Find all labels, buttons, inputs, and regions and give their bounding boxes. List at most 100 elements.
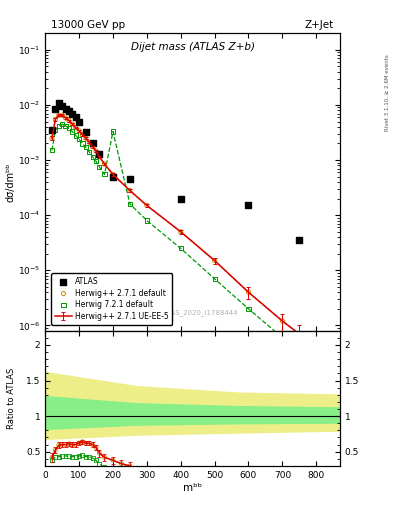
ATLAS xyxy=(69,110,75,118)
Herwig 7.2.1 default xyxy=(86,148,92,156)
Herwig 7.2.1 default xyxy=(144,217,150,225)
Herwig++ 2.7.1 default xyxy=(279,317,285,325)
ATLAS xyxy=(62,105,69,113)
Herwig 7.2.1 default xyxy=(52,126,59,134)
Point xyxy=(93,443,99,452)
Herwig 7.2.1 default xyxy=(279,333,285,342)
Herwig++ 2.7.1 default xyxy=(127,186,133,195)
Point xyxy=(52,453,59,461)
Point xyxy=(49,453,55,461)
Point xyxy=(55,453,62,461)
Herwig++ 2.7.1 default xyxy=(93,147,99,155)
Herwig 7.2.1 default xyxy=(62,122,69,130)
Herwig 7.2.1 default xyxy=(59,120,65,128)
Point xyxy=(110,466,116,474)
Herwig++ 2.7.1 default xyxy=(211,257,218,265)
Herwig++ 2.7.1 default xyxy=(69,120,75,128)
Text: Z+Jet: Z+Jet xyxy=(305,20,334,30)
Point xyxy=(127,471,133,479)
Herwig 7.2.1 default xyxy=(66,124,72,132)
Point xyxy=(93,456,99,464)
Point xyxy=(90,454,96,462)
ATLAS xyxy=(66,107,72,115)
Herwig++ 2.7.1 default xyxy=(90,142,96,151)
Text: Rivet 3.1.10, ≥ 2.6M events: Rivet 3.1.10, ≥ 2.6M events xyxy=(385,54,389,131)
Herwig++ 2.7.1 default xyxy=(55,111,62,119)
Herwig 7.2.1 default xyxy=(245,305,252,313)
Herwig 7.2.1 default xyxy=(211,275,218,283)
ATLAS xyxy=(96,150,103,158)
Herwig++ 2.7.1 default xyxy=(313,350,320,358)
ATLAS xyxy=(73,113,79,121)
Point xyxy=(101,453,108,461)
Point xyxy=(127,462,133,470)
Herwig++ 2.7.1 default xyxy=(178,228,184,236)
Point xyxy=(66,440,72,448)
Point xyxy=(73,440,79,449)
Point xyxy=(79,451,86,459)
Point xyxy=(66,452,72,460)
Herwig++ 2.7.1 default xyxy=(59,111,65,119)
Point xyxy=(110,456,116,464)
ATLAS xyxy=(245,201,252,209)
Point xyxy=(118,460,125,468)
Point xyxy=(69,453,75,461)
Herwig 7.2.1 default xyxy=(178,244,184,252)
Y-axis label: dσ/dmᵇᵇ: dσ/dmᵇᵇ xyxy=(6,162,16,202)
Herwig 7.2.1 default xyxy=(76,135,82,143)
ATLAS xyxy=(76,117,82,125)
Point xyxy=(59,440,65,449)
Text: ATLAS_2020_I1788444: ATLAS_2020_I1788444 xyxy=(159,309,238,316)
ATLAS xyxy=(127,175,133,183)
Point xyxy=(96,460,103,468)
Herwig 7.2.1 default xyxy=(49,146,55,155)
Herwig++ 2.7.1 default xyxy=(101,160,108,168)
Point xyxy=(55,441,62,450)
Herwig++ 2.7.1 default xyxy=(86,138,92,146)
ATLAS xyxy=(296,236,303,244)
Herwig 7.2.1 default xyxy=(83,143,89,152)
Point xyxy=(86,439,92,447)
Point xyxy=(62,440,69,449)
Herwig++ 2.7.1 default xyxy=(66,117,72,125)
Point xyxy=(59,452,65,460)
ATLAS xyxy=(55,99,62,107)
Herwig 7.2.1 default xyxy=(101,170,108,179)
Point xyxy=(52,446,59,454)
Point xyxy=(62,452,69,460)
Herwig++ 2.7.1 default xyxy=(79,131,86,139)
Herwig++ 2.7.1 default xyxy=(110,170,116,179)
ATLAS xyxy=(49,126,55,134)
Point xyxy=(118,469,125,477)
Herwig++ 2.7.1 default xyxy=(49,134,55,142)
Herwig 7.2.1 default xyxy=(55,122,62,130)
Herwig 7.2.1 default xyxy=(79,139,86,147)
Point xyxy=(76,452,82,460)
Point xyxy=(73,453,79,461)
Herwig++ 2.7.1 default xyxy=(62,114,69,122)
ATLAS xyxy=(90,139,96,147)
Legend: ATLAS, Herwig++ 2.7.1 default, Herwig 7.2.1 default, Herwig++ 2.7.1 UE-EE-5: ATLAS, Herwig++ 2.7.1 default, Herwig 7.… xyxy=(51,273,173,325)
Herwig++ 2.7.1 default xyxy=(96,153,103,161)
Point xyxy=(49,456,55,464)
Herwig 7.2.1 default xyxy=(90,153,96,161)
Herwig++ 2.7.1 default xyxy=(144,201,150,209)
ATLAS xyxy=(178,195,184,203)
Point xyxy=(96,449,103,457)
Herwig++ 2.7.1 default xyxy=(83,134,89,142)
Point xyxy=(83,453,89,461)
ATLAS xyxy=(83,128,89,136)
Y-axis label: Ratio to ATLAS: Ratio to ATLAS xyxy=(7,368,16,429)
Point xyxy=(76,439,82,447)
Herwig++ 2.7.1 default xyxy=(52,115,59,123)
ATLAS xyxy=(110,173,116,181)
ATLAS xyxy=(52,105,59,113)
Text: 13000 GeV pp: 13000 GeV pp xyxy=(51,20,125,30)
Herwig 7.2.1 default xyxy=(96,163,103,171)
Herwig 7.2.1 default xyxy=(93,157,99,165)
Herwig 7.2.1 default xyxy=(110,127,116,136)
Herwig++ 2.7.1 default xyxy=(245,288,252,296)
Point xyxy=(90,440,96,449)
Herwig++ 2.7.1 default xyxy=(76,126,82,135)
Point xyxy=(69,440,75,449)
